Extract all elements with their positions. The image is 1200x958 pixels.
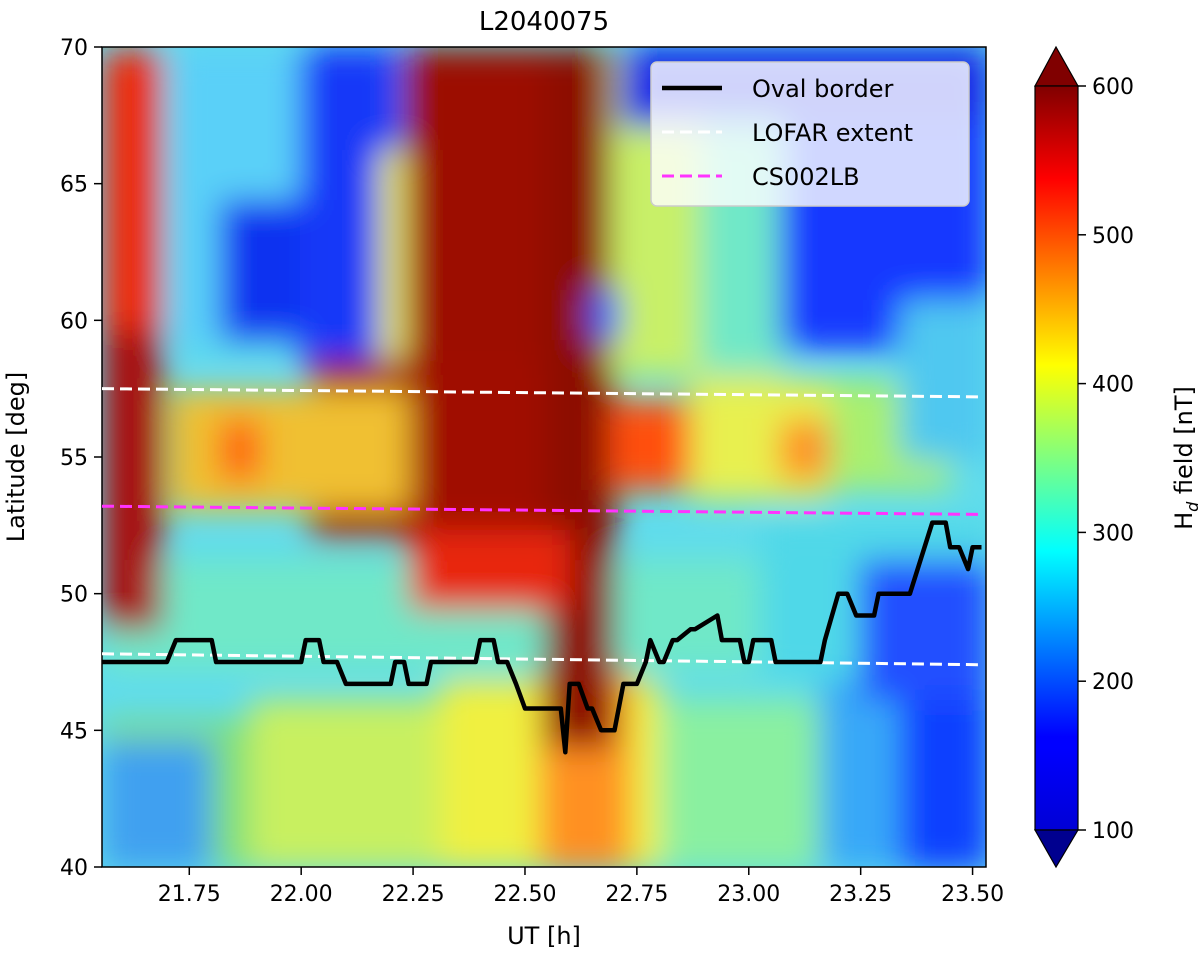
colorbar-gradient (1034, 85, 1079, 831)
y-tick-label: 55 (60, 446, 88, 471)
x-tick-label: 22.00 (270, 882, 333, 907)
y-axis-label: Latitude [deg] (2, 372, 30, 542)
legend-label-lofar-extent: LOFAR extent (752, 119, 913, 147)
heat-blob (410, 530, 570, 610)
lofar-extent-lower-line (102, 652, 982, 667)
cs002lb-line (102, 504, 982, 516)
legend-box (650, 61, 970, 207)
colorbar-tick-label: 400 (1092, 373, 1134, 398)
y-tick-label: 60 (60, 309, 88, 334)
heat-blob (590, 290, 620, 340)
y-tick-label: 65 (60, 173, 88, 198)
colorbar-tick-label: 200 (1092, 670, 1134, 695)
y-tick-label: 50 (60, 583, 88, 608)
x-axis: 21.75 22.00 22.25 22.50 22.75 23.00 23.25 23.50 (158, 867, 1004, 907)
heat-blob (900, 300, 986, 460)
x-tick-label: 23.50 (941, 882, 1004, 907)
x-axis-label: UT [h] (507, 922, 581, 950)
heat-blob (102, 330, 162, 630)
x-tick-label: 21.75 (158, 882, 221, 907)
colorbar-tick-label: 500 (1092, 224, 1134, 249)
legend: Oval border LOFAR extent CS002LB (650, 61, 970, 207)
chart-title: L2040075 (479, 7, 609, 37)
colorbar-label: Hd field [nT] (1170, 386, 1200, 530)
colorbar-tick-label: 100 (1092, 819, 1134, 844)
y-tick-label: 40 (60, 856, 88, 881)
oval-border-line (102, 520, 982, 755)
heat-blob (250, 700, 450, 867)
y-axis: 40 45 50 55 60 65 70 (60, 36, 102, 881)
x-tick-label: 22.25 (382, 882, 445, 907)
x-tick-label: 23.25 (829, 882, 892, 907)
y-tick-label: 45 (60, 719, 88, 744)
colorbar-extend-bottom (1033, 829, 1080, 869)
heat-blob (102, 740, 212, 867)
legend-label-cs002lb: CS002LB (752, 163, 860, 191)
heat-blob (170, 390, 410, 510)
colorbar: 100 200 300 400 500 600 Hd field [nT] (1033, 45, 1200, 869)
x-tick-label: 22.50 (493, 882, 556, 907)
heat-blob (610, 400, 690, 490)
heat-blob (660, 700, 820, 867)
heat-blob (780, 420, 830, 480)
colorbar-tick-label: 600 (1092, 75, 1134, 100)
legend-label-oval-border: Oval border (752, 75, 893, 103)
x-tick-label: 22.75 (605, 882, 668, 907)
lofar-extent-upper-line (102, 387, 982, 399)
colorbar-extend-top (1033, 45, 1080, 87)
heat-blob (860, 560, 986, 700)
heat-blob (220, 420, 260, 480)
y-tick-label: 70 (60, 36, 88, 61)
x-tick-label: 23.00 (717, 882, 780, 907)
colorbar-tick-label: 300 (1092, 521, 1134, 546)
heat-blob (545, 47, 615, 747)
